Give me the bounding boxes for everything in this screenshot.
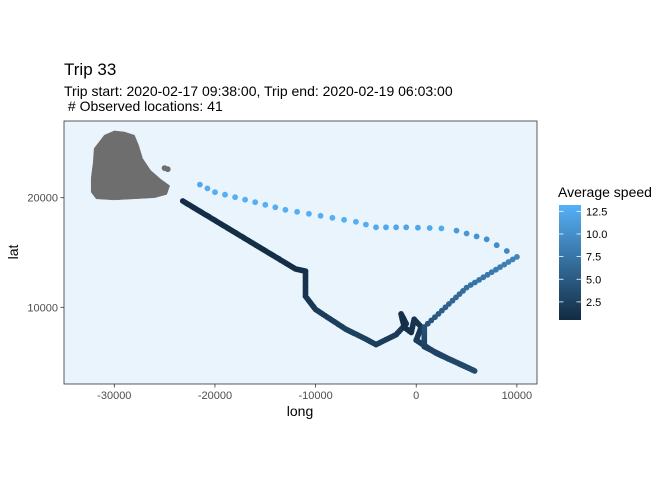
y-tick-label: 20000 (27, 193, 58, 205)
track-point (161, 165, 168, 172)
track-point (353, 218, 359, 225)
legend-tick-label: 10.0 (586, 229, 607, 241)
track-point (509, 256, 516, 263)
track-point (252, 199, 259, 206)
track-point (329, 214, 336, 221)
legend-ticks: 2.5 5.0 7.5 10.0 12.5 (559, 206, 607, 309)
track-point (497, 264, 503, 270)
chart-subtitle-line2: # Observed locations: 41 (64, 98, 223, 114)
track-point (484, 271, 491, 278)
legend-colorbar (559, 205, 581, 320)
track-point (363, 221, 369, 228)
track-point (438, 225, 445, 232)
track-point (341, 216, 347, 223)
y-axis: 10000 20000 (27, 193, 64, 314)
x-tick-label: 10000 (502, 390, 533, 402)
track-point (262, 201, 269, 208)
chart-subtitle-line1: Trip start: 2020-02-17 09:38:00, Trip en… (64, 83, 453, 99)
legend-tick-label: 5.0 (586, 274, 601, 286)
track-point (383, 224, 389, 231)
y-tick-label: 10000 (27, 302, 58, 314)
track-point (242, 196, 249, 203)
track-point (393, 224, 399, 231)
track-point (453, 227, 460, 234)
track-point (317, 212, 324, 219)
land-mass (90, 130, 170, 201)
legend-tick-label: 7.5 (586, 252, 601, 264)
x-tick-label: -20000 (198, 390, 232, 402)
track-point (503, 248, 510, 254)
track-point (480, 274, 487, 281)
track-point (501, 261, 508, 268)
track-point (473, 233, 480, 240)
track-point (306, 210, 312, 217)
track-point (415, 224, 421, 231)
track-point (212, 189, 218, 196)
x-axis: -30000 -20000 -10000 0 10000 (97, 384, 532, 402)
x-tick-label: -30000 (97, 390, 131, 402)
color-legend: Average speed 2.5 5.0 7.5 10.0 12.5 (558, 184, 652, 320)
points-layer (161, 165, 520, 374)
x-tick-label: 0 (413, 390, 419, 402)
track-point (472, 279, 478, 286)
track-point (493, 242, 500, 249)
y-axis-title: lat (5, 245, 21, 260)
track-point (197, 181, 203, 188)
land-layer (90, 130, 170, 201)
chart-title: Trip 33 (64, 60, 116, 79)
track-point (403, 224, 410, 231)
track-point (294, 208, 300, 215)
plot-area (90, 130, 520, 374)
track-point (463, 230, 470, 237)
track-point (514, 254, 520, 260)
legend-title: Average speed (558, 184, 652, 200)
track-point (505, 259, 512, 265)
x-axis-title: long (287, 403, 313, 419)
track-point (493, 266, 499, 273)
track-point (222, 191, 228, 198)
track-point (483, 236, 490, 243)
track-point (476, 277, 482, 283)
track-point (272, 204, 279, 211)
track-point (232, 194, 239, 201)
track-point (426, 225, 433, 231)
track-point (204, 185, 211, 192)
legend-tick-label: 12.5 (586, 206, 607, 218)
legend-tick-label: 2.5 (586, 297, 601, 309)
track-point (373, 224, 379, 231)
track-point (488, 269, 495, 276)
track-point (282, 206, 289, 213)
x-tick-label: -10000 (298, 390, 332, 402)
track-point (467, 282, 474, 288)
